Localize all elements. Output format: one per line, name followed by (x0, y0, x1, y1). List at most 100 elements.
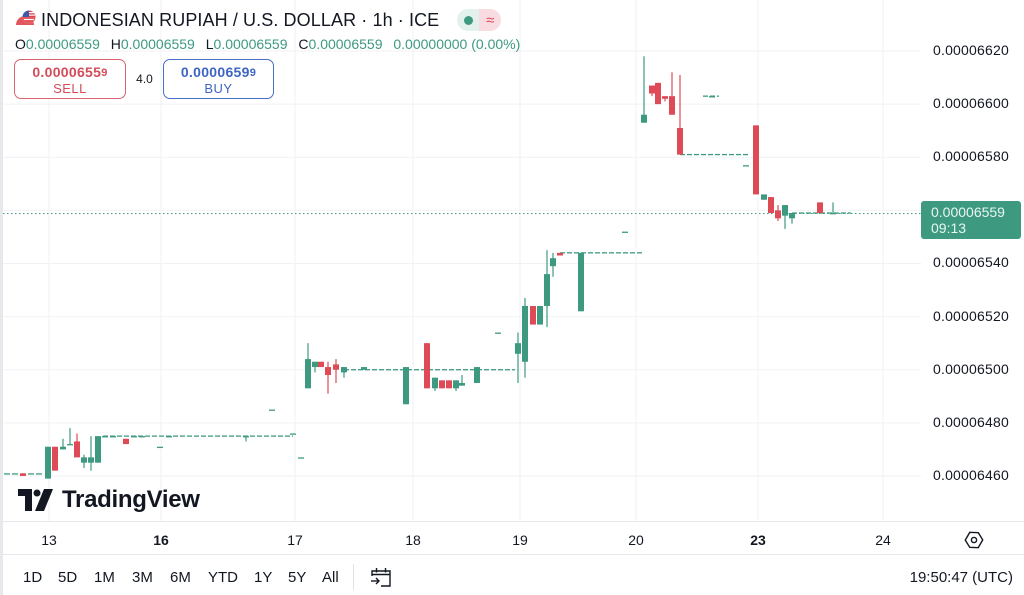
range-button-all[interactable]: All (322, 569, 339, 586)
candle-up (495, 332, 501, 334)
candle-up (641, 114, 647, 123)
candle-up (537, 305, 543, 325)
candle-down (817, 202, 823, 214)
candle-up (305, 359, 311, 389)
candle-up (544, 274, 550, 306)
candle-down (318, 361, 324, 368)
candle-up (578, 252, 584, 312)
price-axis[interactable]: 0.00006620 0.00006600 0.00006580 0.00006540… (921, 0, 1024, 521)
time-axis-label: 20 (628, 532, 644, 548)
candle-up (28, 473, 34, 475)
candlestick-plot[interactable] (3, 0, 921, 521)
range-button-1d[interactable]: 1D (23, 569, 43, 586)
candle-up (12, 473, 18, 475)
symbol-title[interactable]: INDONESIAN RUPIAH / U.S. DOLLAR · 1h · I… (41, 9, 440, 30)
candle-up (743, 165, 749, 167)
candle-up (312, 361, 318, 368)
time-axis-label: 17 (287, 532, 303, 548)
range-button-6m[interactable]: 6M (170, 569, 191, 586)
candle-down (677, 128, 683, 155)
candle-up (157, 446, 163, 449)
candle-down (557, 252, 563, 256)
candle-up (88, 457, 94, 463)
candle-up (60, 446, 66, 450)
price-axis-label: 0.00006600 (933, 95, 1009, 112)
candle-down (655, 82, 661, 105)
candle-down (325, 367, 331, 376)
market-open-indicator[interactable] (457, 9, 480, 31)
time-axis-label: 24 (875, 532, 891, 548)
candle-up (622, 231, 628, 233)
time-axis[interactable]: 13 16 17 18 19 20 23 24 (3, 521, 1024, 555)
candle-down (20, 473, 26, 476)
high-label: H (110, 36, 121, 52)
utc-clock[interactable]: 19:50:47 (UTC) (909, 569, 1013, 586)
time-axis-label: 13 (41, 532, 57, 548)
candle-up (95, 436, 101, 463)
range-button-1m[interactable]: 1M (94, 569, 115, 586)
close-label: C (298, 36, 309, 52)
candle-up (102, 436, 108, 438)
sell-label: SELL (53, 81, 87, 96)
candle-down (662, 96, 668, 99)
candle-up (709, 96, 715, 98)
open-value: 0.00006559 (25, 36, 100, 52)
approx-icon[interactable]: ≈ (479, 9, 502, 31)
candle-up (139, 436, 145, 438)
range-button-5d[interactable]: 5D (58, 569, 78, 586)
candle-up (290, 433, 296, 435)
open-label: O (15, 36, 26, 52)
candle-up (432, 377, 438, 389)
trade-panel: 0.00006559 SELL 4.0 0.00006599 BUY (14, 59, 274, 99)
time-axis-label: 23 (750, 532, 766, 548)
candle-down (52, 446, 58, 471)
chart-pane[interactable] (3, 0, 921, 521)
go-to-date-icon[interactable] (369, 566, 393, 588)
price-axis-label: 0.00006520 (933, 307, 1009, 324)
price-axis-label: 0.00006500 (933, 360, 1009, 377)
market-status-pill[interactable]: ≈ (457, 9, 502, 31)
chart-settings-icon[interactable] (964, 530, 984, 550)
range-button-ytd[interactable]: YTD (208, 569, 238, 586)
candle-down (649, 85, 655, 94)
candle-down (439, 380, 445, 389)
candle-up (761, 194, 767, 200)
candle-up (830, 213, 836, 215)
candle-up (36, 473, 42, 475)
candle-down (123, 438, 129, 445)
candle-down (530, 305, 536, 325)
change-value: 0.00000000 (0.00%) (393, 36, 521, 52)
buy-price-main: 0.0000659 (180, 64, 250, 80)
candle-down (669, 96, 675, 115)
candle-up (81, 457, 87, 463)
bottom-toolbar: 1D 5D 1M 3M 6M YTD 1Y 5Y All 19:50:47 (UTC) (3, 556, 1024, 595)
candle-up (459, 383, 465, 386)
candle-up (453, 380, 459, 389)
candle-down (74, 441, 80, 458)
range-button-1y[interactable]: 1Y (254, 569, 273, 586)
price-axis-label: 0.00006460 (933, 466, 1009, 483)
chart-legend: INDONESIAN RUPIAH / U.S. DOLLAR · 1h · I… (15, 8, 527, 54)
spread-value: 4.0 (136, 72, 153, 86)
low-label: L (205, 36, 214, 52)
ohlc-values: O0.00006559 H0.00006559 L0.00006559 C0.0… (15, 36, 527, 54)
range-button-3m[interactable]: 3M (132, 569, 153, 586)
bar-countdown: 09:13 (931, 220, 967, 236)
time-axis-label: 19 (512, 532, 528, 548)
last-price-label: 0.00006559 09:13 (921, 201, 1021, 239)
candle-up (269, 409, 275, 411)
range-button-5y[interactable]: 5Y (288, 569, 307, 586)
candle-up (361, 367, 367, 370)
buy-button[interactable]: 0.00006599 BUY (163, 59, 274, 99)
candle-up (474, 367, 480, 383)
sell-button[interactable]: 0.00006559 SELL (14, 59, 126, 99)
sell-price-main: 0.0000655 (32, 64, 102, 80)
time-axis-label: 18 (405, 532, 421, 548)
price-axis-label: 0.00006540 (933, 254, 1009, 271)
last-price-value: 0.00006559 (931, 204, 1005, 220)
candle-up (341, 367, 347, 373)
time-axis-label: 16 (153, 532, 169, 548)
price-axis-label: 0.00006580 (933, 148, 1009, 165)
tradingview-watermark[interactable]: TradingView (18, 486, 200, 514)
